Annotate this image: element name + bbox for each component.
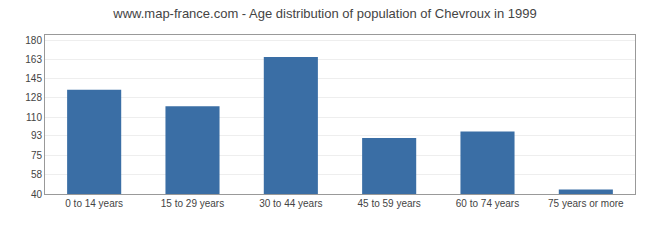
svg-text:145: 145 — [25, 73, 42, 84]
svg-text:110: 110 — [26, 112, 42, 123]
svg-text:0 to 14 years: 0 to 14 years — [65, 198, 123, 209]
svg-text:75 years or more: 75 years or more — [548, 198, 624, 209]
svg-text:40: 40 — [31, 189, 43, 200]
svg-text:75: 75 — [31, 150, 43, 161]
svg-text:45 to 59 years: 45 to 59 years — [357, 198, 420, 209]
svg-text:128: 128 — [25, 92, 42, 103]
svg-text:180: 180 — [25, 35, 42, 46]
svg-text:163: 163 — [25, 54, 42, 65]
svg-text:58: 58 — [31, 169, 43, 180]
svg-text:www.map-france.com - Age distr: www.map-france.com - Age distribution of… — [112, 6, 536, 21]
svg-text:15 to 29 years: 15 to 29 years — [161, 198, 224, 209]
svg-text:93: 93 — [31, 130, 43, 141]
svg-text:60 to 74 years: 60 to 74 years — [456, 198, 519, 209]
svg-text:30 to 44 years: 30 to 44 years — [259, 198, 322, 209]
